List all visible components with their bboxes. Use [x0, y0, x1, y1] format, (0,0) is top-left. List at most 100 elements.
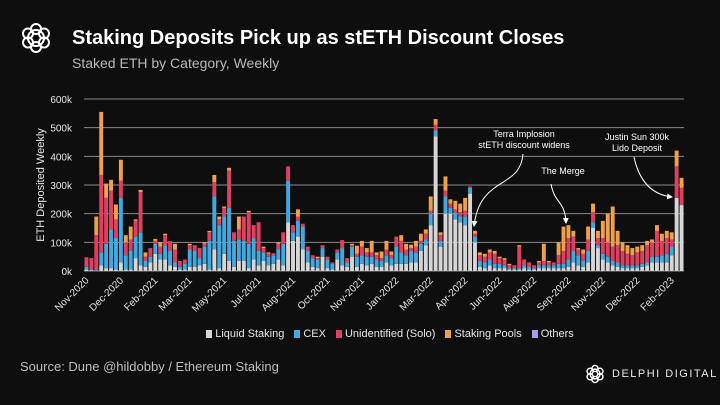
y-axis-label: ETH Deposited Weekly	[35, 128, 47, 242]
bar-segment-staking-pools	[659, 233, 664, 241]
bar-segment-liquid-staking	[630, 268, 635, 271]
bar-segment-liquid-staking	[605, 262, 610, 271]
chart-subtitle: Staked ETH by Category, Weekly	[72, 55, 280, 71]
bar-segment-liquid-staking	[532, 269, 536, 271]
bar-segment-liquid-staking	[640, 266, 645, 271]
bar-segment-cex	[261, 252, 266, 261]
bar-segment-staking-pools	[187, 243, 192, 246]
brand-logo: DELPHI DIGITAL	[584, 363, 718, 385]
bar-segment-unidentified-solo-	[177, 260, 182, 267]
bar-segment-staking-pools	[389, 251, 394, 256]
bar-segment-liquid-staking	[369, 263, 374, 271]
bar-segment-cex	[168, 250, 173, 266]
bar-segment-liquid-staking	[335, 259, 340, 271]
bar-segment-liquid-staking	[359, 263, 364, 271]
bar-segment-unidentified-solo-	[399, 240, 404, 253]
bar-segment-cex	[389, 258, 394, 266]
bar-segment-staking-pools	[276, 242, 281, 244]
bar-segment-liquid-staking	[84, 269, 89, 271]
bar-segment-liquid-staking	[138, 265, 143, 271]
bar-segment-unidentified-solo-	[482, 256, 487, 263]
bar-segment-staking-pools	[487, 249, 492, 253]
bar-segment-unidentified-solo-	[143, 256, 148, 261]
bar-segment-unidentified-solo-	[123, 242, 128, 256]
bar-segment-cex	[433, 130, 438, 137]
bar-segment-liquid-staking	[291, 240, 295, 271]
bar-segment-cex	[384, 255, 389, 263]
bar-segment-cex	[310, 258, 315, 267]
bar-segment-cex	[610, 260, 615, 266]
bar-segment-cex	[595, 245, 600, 249]
bar-segment-unidentified-solo-	[404, 249, 409, 256]
bar-segment-unidentified-solo-	[94, 235, 99, 270]
bar-segment-cex	[276, 249, 281, 260]
bar-segment-cex	[576, 255, 581, 266]
bar-segment-unidentified-solo-	[163, 235, 168, 246]
bar-segment-cex	[399, 252, 404, 264]
x-tick-label: Aug-2021	[260, 275, 299, 314]
bar-segment-staking-pools	[114, 204, 118, 220]
bar-segment-staking-pools	[492, 250, 497, 254]
x-tick-label: Sep-2022	[535, 275, 574, 314]
bar-segment-liquid-staking	[512, 269, 517, 271]
bar-segment-unidentified-solo-	[448, 203, 453, 208]
y-tick-label: 100k	[50, 238, 73, 249]
annotation-arrow	[550, 183, 569, 224]
bar-segment-liquid-staking	[118, 262, 123, 271]
bar-segment-liquid-staking	[276, 259, 281, 271]
legend-label: Others	[540, 328, 574, 340]
bar-segment-unidentified-solo-	[384, 249, 389, 256]
bar-segment-cex	[492, 263, 497, 269]
bar-segment-unidentified-solo-	[84, 257, 89, 267]
bar-segment-cex	[522, 265, 527, 269]
bar-segment-liquid-staking	[448, 213, 453, 271]
annotation-text: The Merge	[541, 166, 585, 176]
bar-segment-cex	[625, 265, 630, 269]
bar-segment-unidentified-solo-	[133, 220, 138, 237]
bar-segment-staking-pools	[635, 246, 640, 253]
bar-segment-liquid-staking	[659, 262, 664, 271]
bar-segment-liquid-staking	[168, 265, 173, 271]
bar-segment-liquid-staking	[620, 268, 625, 271]
bar-segment-cex	[128, 250, 133, 270]
bar-segment-unidentified-solo-	[315, 258, 320, 260]
bar-segment-unidentified-solo-	[423, 233, 428, 240]
bar-segment-staking-pools	[202, 242, 207, 244]
bar-segment-cex	[192, 250, 197, 267]
bar-segment-staking-pools	[423, 229, 428, 234]
bar-segment-liquid-staking	[340, 265, 345, 271]
bar-segment-cex	[487, 259, 492, 266]
legend: Liquid Staking CEX Unidentified (Solo) Stak…	[0, 328, 720, 340]
bar-segment-liquid-staking	[443, 213, 448, 271]
bar-segment-cex	[138, 232, 143, 266]
bar-segment-unidentified-solo-	[232, 232, 236, 241]
bar-segment-liquid-staking	[615, 266, 620, 271]
bar-segment-cex	[482, 262, 487, 269]
bar-segment-unidentified-solo-	[138, 192, 143, 233]
bar-segment-liquid-staking	[315, 268, 320, 271]
y-tick-label: 500k	[50, 124, 73, 135]
source-note: Source: Dune @hildobby / Ethereum Stakin…	[20, 359, 279, 374]
bar-segment-liquid-staking	[232, 266, 236, 271]
bar-segment-liquid-staking	[251, 259, 256, 271]
bar-segment-liquid-staking	[350, 256, 354, 271]
bar-segment-unidentified-solo-	[522, 259, 527, 266]
bar-segment-liquid-staking	[236, 260, 241, 271]
bar-segment-staking-pools	[359, 240, 364, 247]
bar-segment-staking-pools	[414, 240, 418, 247]
chart-title: Staking Deposits Pick up as stETH Discou…	[72, 27, 565, 49]
bar-segment-unidentified-solo-	[256, 222, 261, 251]
bar-segment-unidentified-solo-	[487, 252, 492, 260]
bar-segment-liquid-staking	[187, 266, 192, 271]
bar-segment-staking-pools	[261, 246, 266, 249]
delphi-flower-icon	[18, 20, 54, 61]
bar-segment-unidentified-solo-	[114, 219, 118, 239]
legend-swatch	[335, 330, 342, 338]
bar-segment-liquid-staking	[300, 249, 305, 271]
bar-segment-cex	[340, 248, 345, 266]
bar-segment-unidentified-solo-	[418, 240, 423, 244]
bar-segment-liquid-staking	[581, 266, 586, 271]
bar-segment-unidentified-solo-	[581, 253, 586, 261]
bar-segment-unidentified-solo-	[561, 250, 566, 264]
bar-segment-unidentified-solo-	[325, 256, 330, 260]
